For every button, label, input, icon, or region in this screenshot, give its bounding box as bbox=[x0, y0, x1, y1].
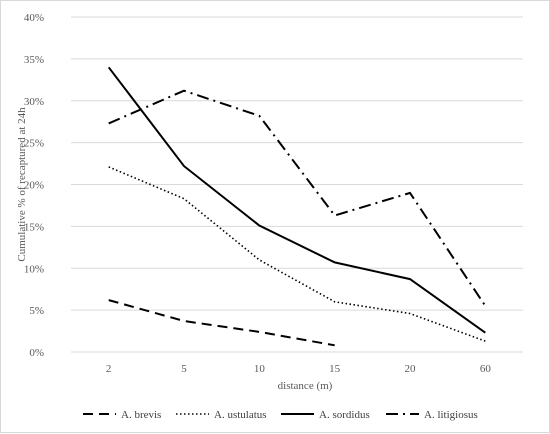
series-line bbox=[107, 66, 486, 334]
x-tick-label: 20 bbox=[405, 363, 417, 375]
series-lines bbox=[107, 66, 487, 347]
legend-label: A. ustulatus bbox=[214, 409, 267, 421]
y-axis-title: Cumulative % of recaptured at 24h bbox=[16, 107, 28, 262]
x-axis-ticks: 2 5 10 15 20 60 bbox=[106, 363, 491, 375]
series-line bbox=[108, 299, 335, 347]
y-tick-label: 30% bbox=[24, 96, 44, 108]
y-tick-label: 15% bbox=[24, 221, 44, 233]
y-tick-label: 5% bbox=[29, 305, 44, 317]
y-axis-ticks: 0% 5% 10% 15% 20% 25% 30% 35% 40% bbox=[24, 12, 44, 359]
gridlines bbox=[71, 16, 523, 353]
x-axis-title: distance (m) bbox=[278, 380, 333, 392]
y-tick-label: 20% bbox=[24, 180, 44, 192]
legend-label: A. sordidus bbox=[319, 409, 370, 421]
x-tick-label: 60 bbox=[480, 363, 492, 375]
x-tick-label: 10 bbox=[254, 363, 266, 375]
legend-label: A. brevis bbox=[121, 409, 161, 421]
y-tick-label: 40% bbox=[24, 12, 44, 24]
legend-label: A. litigiosus bbox=[424, 409, 478, 421]
y-tick-label: 0% bbox=[29, 347, 44, 359]
y-tick-label: 25% bbox=[24, 138, 44, 150]
legend: A. brevis A. ustulatus A. sordidus A. litig… bbox=[83, 409, 478, 421]
y-tick-label: 10% bbox=[24, 263, 44, 275]
y-tick-label: 35% bbox=[24, 54, 44, 66]
series-line bbox=[108, 166, 486, 342]
x-tick-label: 15 bbox=[329, 363, 341, 375]
series-line bbox=[108, 89, 487, 307]
x-tick-label: 5 bbox=[181, 363, 187, 375]
x-tick-label: 2 bbox=[106, 363, 112, 375]
